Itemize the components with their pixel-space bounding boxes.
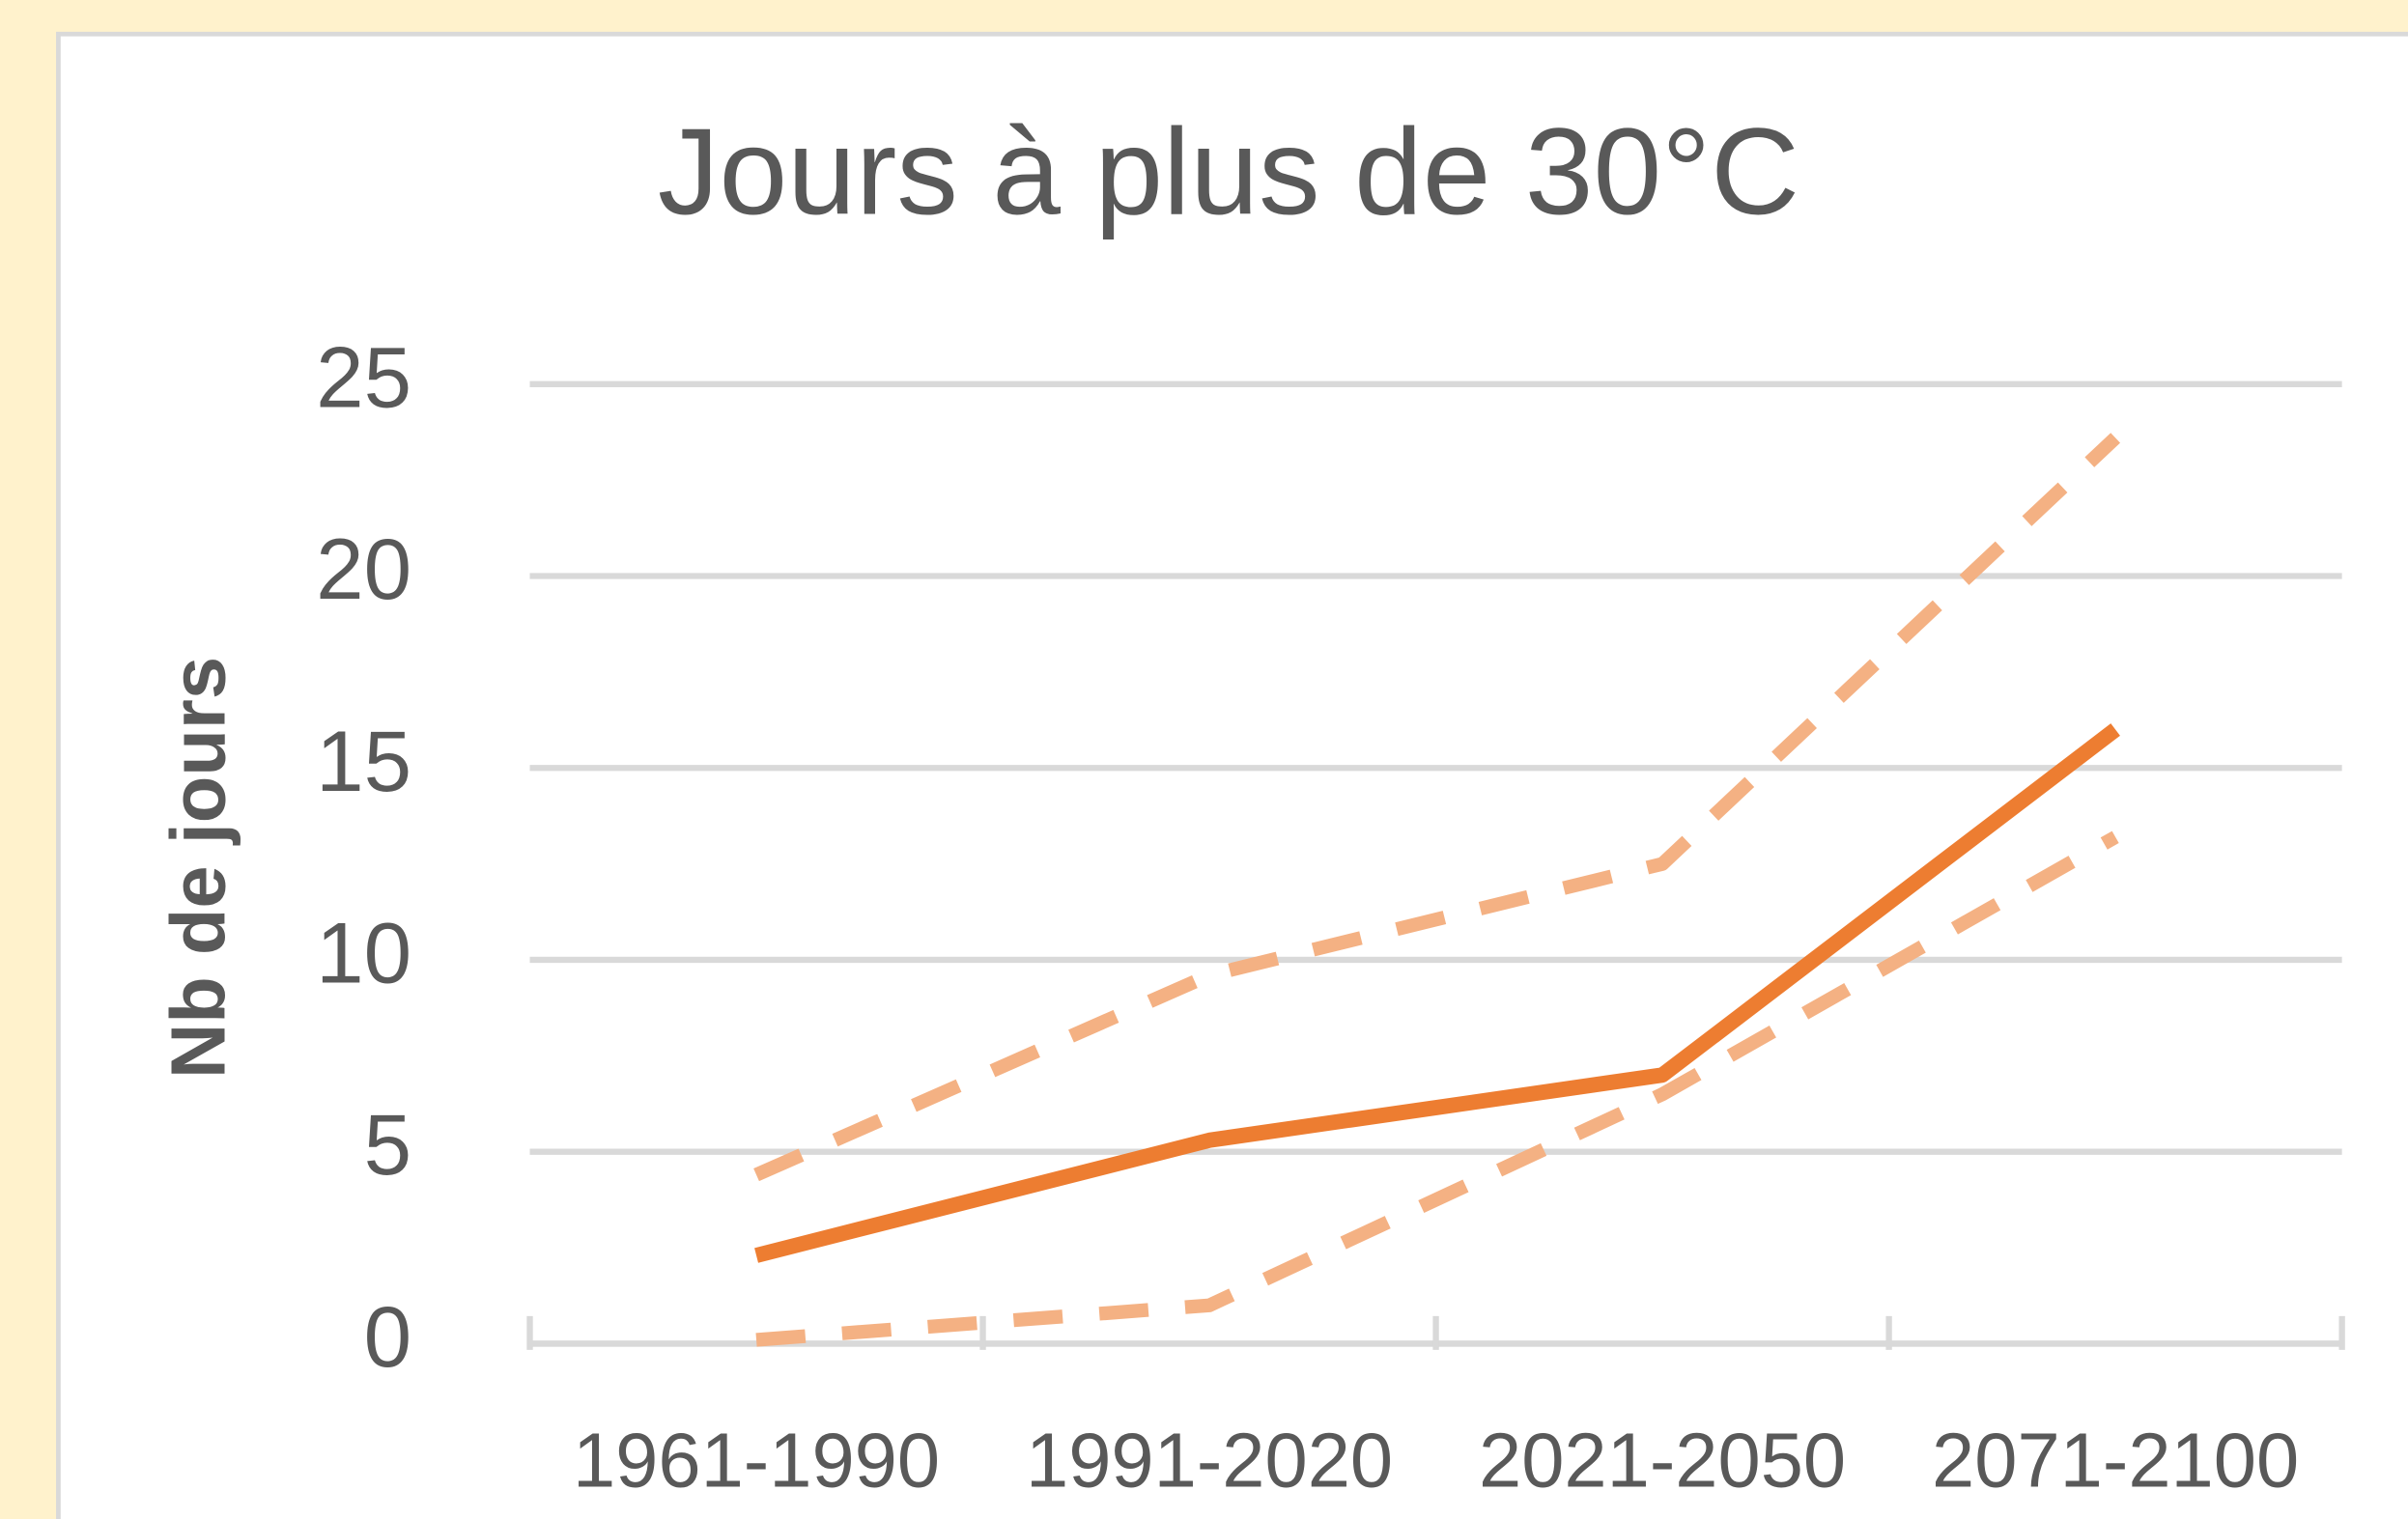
series-line (755, 830, 2119, 1347)
x-tick-label: 1991-2020 (1026, 1418, 1393, 1504)
y-tick-label: 15 (316, 713, 411, 809)
y-tick-label: 20 (316, 520, 411, 617)
x-tick-label: 1961-1990 (573, 1418, 940, 1504)
chart-area (56, 31, 2408, 1519)
y-tick-label: 0 (364, 1288, 412, 1385)
series-line (754, 723, 2120, 1263)
x-tick-label: 2021-2050 (1479, 1418, 1846, 1504)
chart-title: Jours à plus de 30°C (658, 102, 1799, 239)
y-tick-label: 25 (316, 328, 411, 425)
y-tick-label: 10 (316, 905, 411, 1001)
y-axis-label: Nb de jours (155, 657, 241, 1079)
x-tick-label: 2071-2100 (1932, 1418, 2299, 1504)
series-line (753, 433, 2121, 1182)
y-tick-label: 5 (364, 1096, 412, 1193)
